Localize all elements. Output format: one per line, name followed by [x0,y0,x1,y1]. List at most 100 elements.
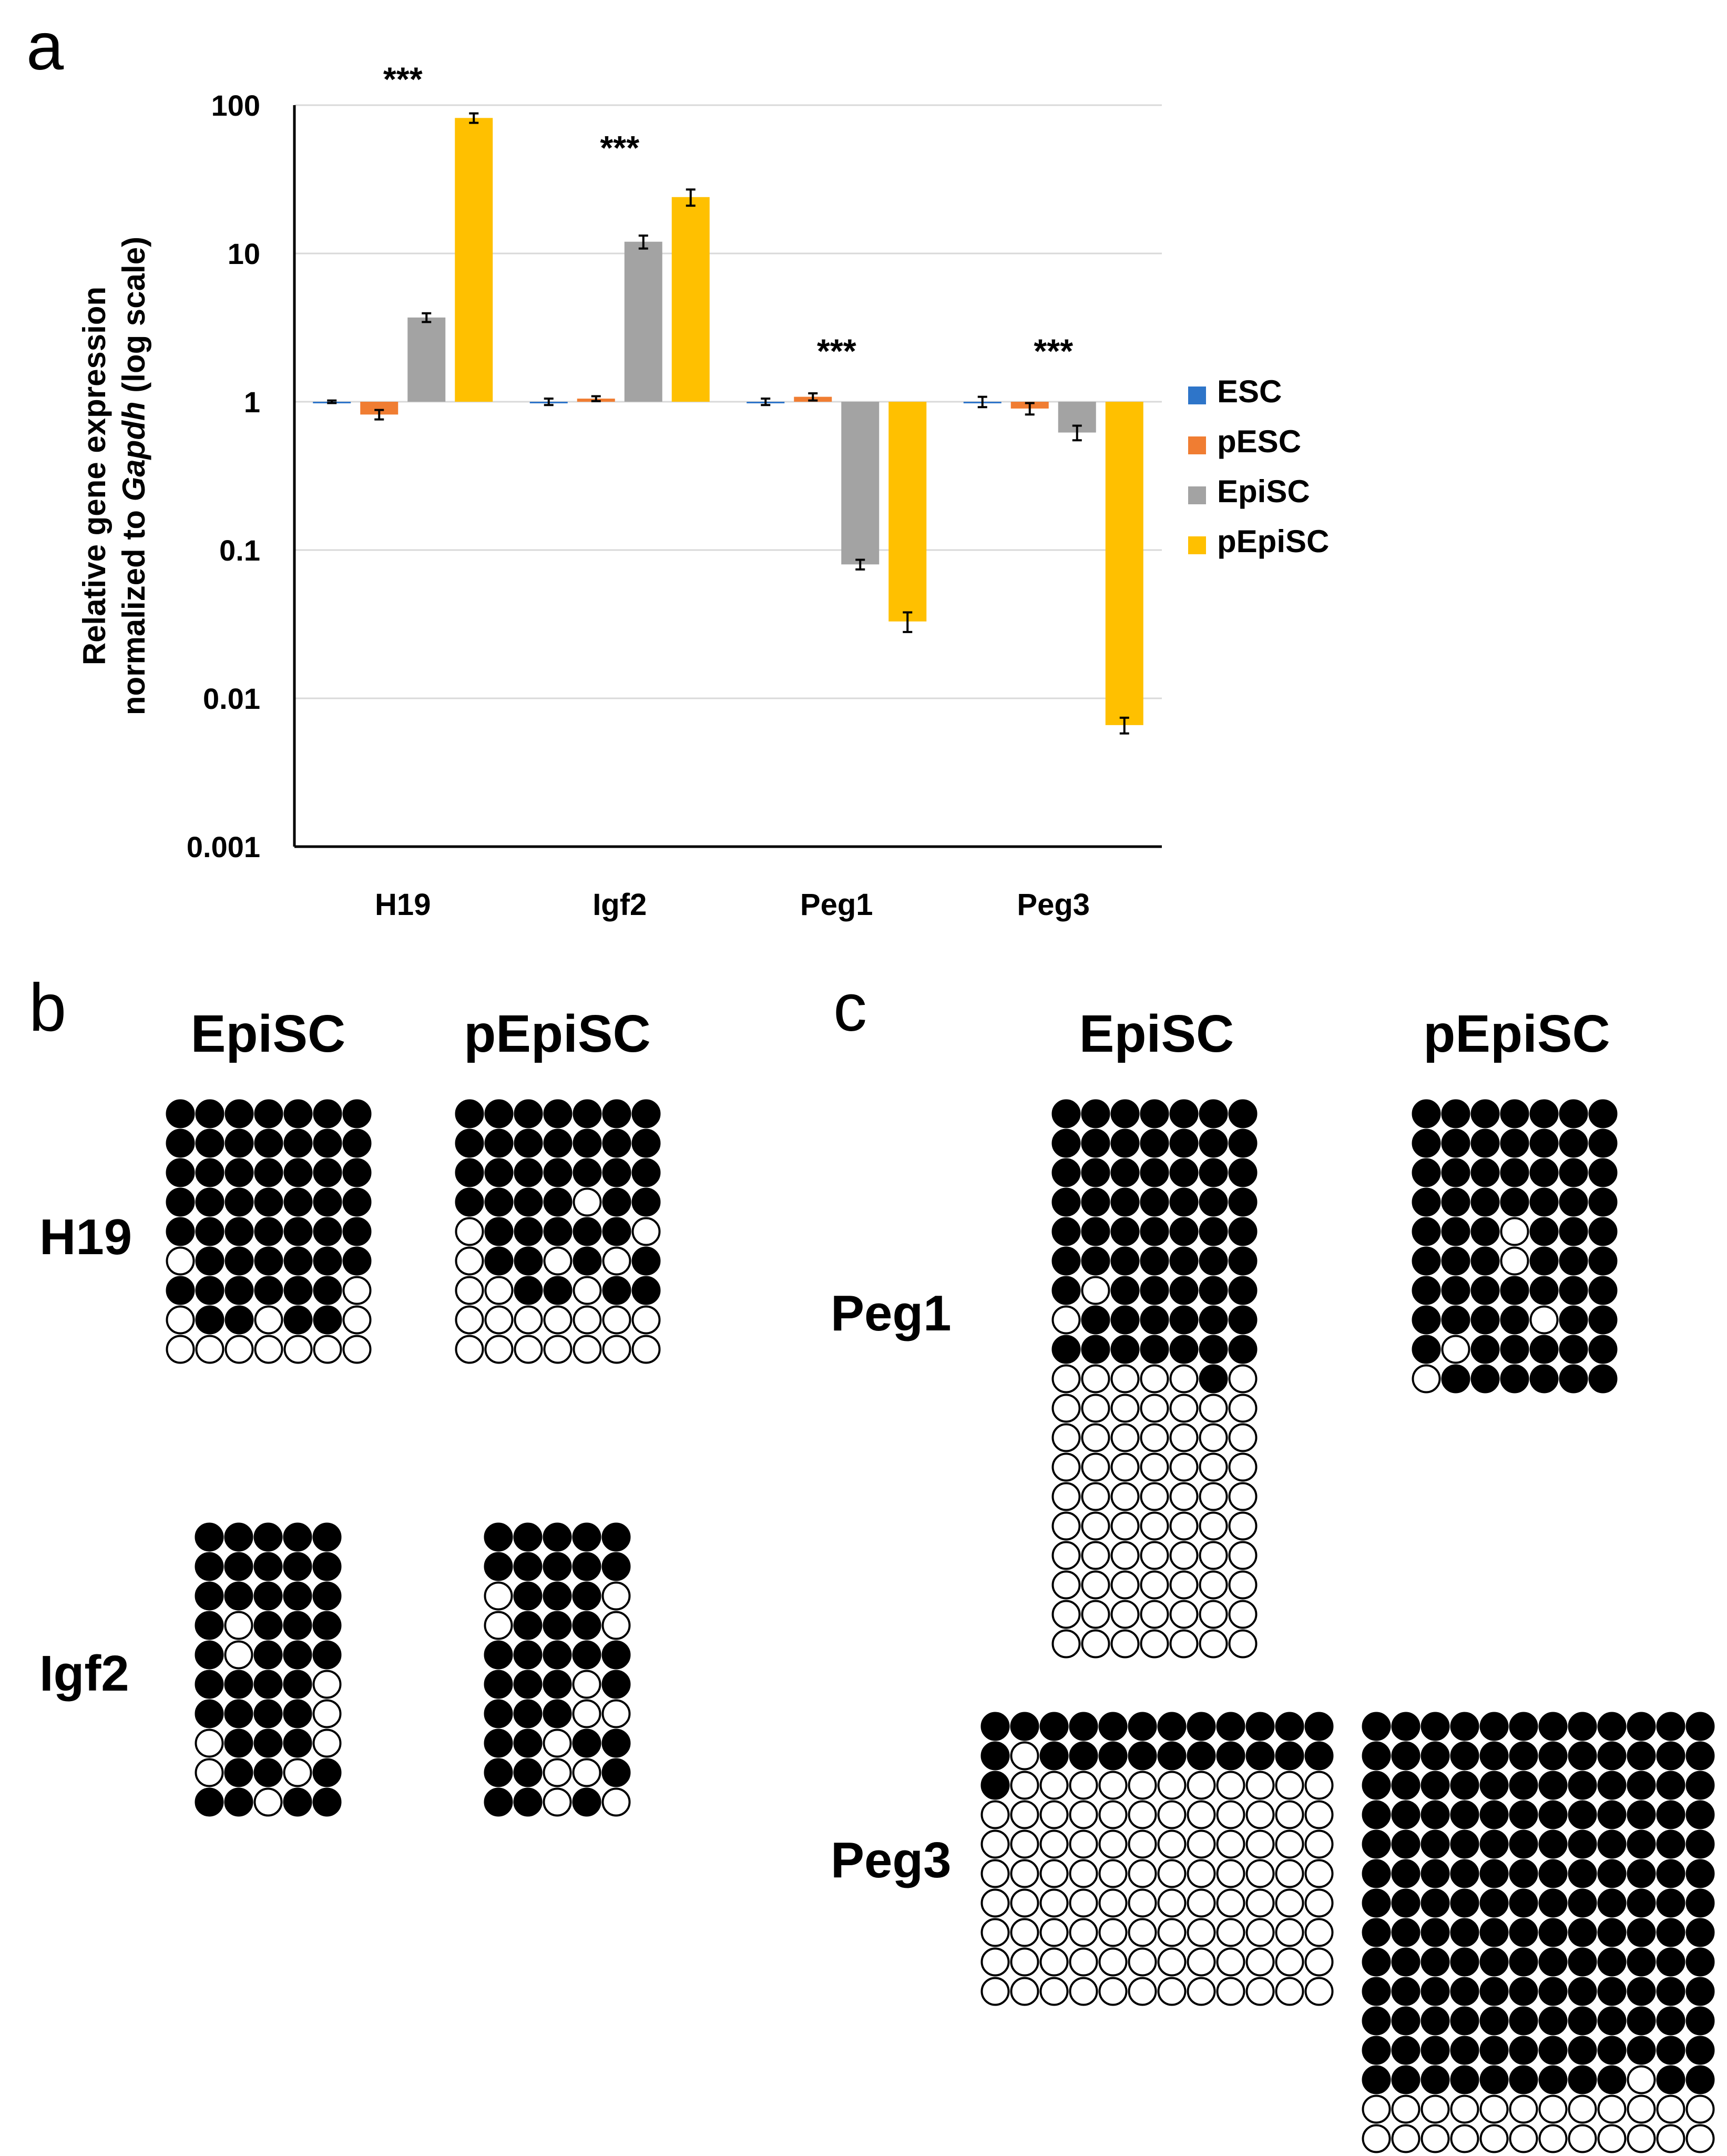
gene-label-Peg1: Peg1 [831,1285,951,1341]
unmethylated-cpg [1128,1859,1157,1888]
methylated-cpg [1627,1888,1656,1918]
unmethylated-cpg [1199,1482,1228,1511]
methylated-cpg [283,1099,313,1128]
unmethylated-cpg [573,1335,602,1364]
methylated-cpg [601,1728,631,1758]
unmethylated-cpg [1216,1829,1245,1859]
methylated-cpg [513,1699,543,1728]
methylated-cpg [1199,1335,1228,1364]
unmethylated-cpg [1656,2124,1685,2153]
legend-label-pESC: pESC [1217,424,1301,459]
unmethylated-cpg [1228,1570,1258,1600]
methylated-cpg [1228,1187,1258,1217]
unmethylated-cpg [572,1758,601,1787]
methylated-cpg [253,1670,283,1699]
methylated-cpg [224,1158,254,1187]
methylated-cpg [1685,1800,1715,1829]
unmethylated-cpg [1509,2124,1538,2153]
unmethylated-cpg [1157,1947,1187,1977]
methylated-cpg [1157,1712,1187,1741]
unmethylated-cpg [224,1611,253,1640]
methylated-cpg [1685,1918,1715,1947]
methylated-cpg [1588,1246,1618,1276]
methylated-cpg [513,1758,543,1787]
methylated-cpg [1199,1217,1228,1246]
methylated-cpg [1362,1741,1391,1771]
methylated-cpg [1421,1712,1450,1741]
unmethylated-cpg [1157,1888,1187,1918]
methylated-cpg [342,1158,372,1187]
methylated-cpg [254,1187,283,1217]
unmethylated-cpg [1479,2124,1509,2153]
methylated-cpg [1051,1099,1081,1128]
methylated-cpg [253,1552,283,1581]
methylated-cpg [1559,1158,1588,1187]
methylated-cpg [1421,2065,1450,2094]
methylated-cpg [312,1758,342,1787]
methylated-cpg [1304,1712,1334,1741]
methylated-cpg [1391,1918,1421,1947]
methylated-cpg [224,1787,253,1817]
methylated-cpg [1509,1741,1538,1771]
unmethylated-cpg [1140,1364,1169,1394]
methylated-cpg [573,1128,602,1158]
unmethylated-cpg [195,1758,224,1787]
methylated-cpg [1199,1128,1228,1158]
methylated-cpg [1391,1977,1421,2006]
methylated-cpg [455,1099,484,1128]
y-tick-labels: 100 10 1 0.1 0.01 0.001 [187,89,260,863]
unmethylated-cpg [543,1335,573,1364]
unmethylated-cpg [1685,2124,1715,2153]
methylated-cpg [1441,1364,1470,1394]
methylated-cpg [573,1158,602,1187]
unmethylated-cpg [572,1670,601,1699]
methylated-cpg [1588,1276,1618,1305]
methylated-cpg [1412,1217,1441,1246]
methylated-cpg [1216,1712,1245,1741]
methylated-cpg [1568,1977,1597,2006]
methylated-cpg [195,1128,224,1158]
unmethylated-cpg [1069,1800,1098,1829]
methylated-cpg [1110,1276,1140,1305]
methylated-cpg [1568,1712,1597,1741]
unmethylated-cpg [1450,2094,1479,2124]
methylated-cpg [312,1552,342,1581]
unmethylated-cpg [254,1305,283,1335]
methylated-cpg [1450,1800,1479,1829]
methylated-cpg [283,1128,313,1158]
methylated-cpg [1685,1947,1715,1977]
unmethylated-cpg [1304,1771,1334,1800]
methylated-cpg [1199,1246,1228,1276]
unmethylated-cpg [1010,1977,1039,2006]
methylated-cpg [1421,1800,1450,1829]
methylated-cpg [1362,1829,1391,1859]
unmethylated-cpg [1157,1977,1187,2006]
methylated-cpg [513,1552,543,1581]
unmethylated-cpg [1010,1888,1039,1918]
methylated-cpg [1597,1918,1627,1947]
methylated-cpg [1656,1829,1685,1859]
methylated-cpg [1656,1771,1685,1800]
methylated-cpg [1597,1800,1627,1829]
unmethylated-cpg [1081,1570,1110,1600]
unmethylated-cpg [1391,2124,1421,2153]
methylated-cpg [1081,1099,1110,1128]
methylated-cpg [1470,1158,1500,1187]
unmethylated-cpg [455,1305,484,1335]
methylated-cpg [572,1728,601,1758]
unmethylated-cpg [1228,1629,1258,1659]
unmethylated-cpg [1039,1829,1069,1859]
methylated-cpg [254,1158,283,1187]
methylated-cpg [1568,1800,1597,1829]
methylated-cpg [1362,1977,1391,2006]
unmethylated-cpg [1187,1829,1216,1859]
unmethylated-cpg [1568,2124,1597,2153]
methylated-cpg [543,1158,573,1187]
methylated-cpg [313,1305,342,1335]
methylated-cpg [1538,1800,1568,1829]
methylated-cpg [573,1099,602,1128]
methylated-cpg [1529,1158,1559,1187]
unmethylated-cpg [166,1246,195,1276]
methylated-cpg [1538,1741,1568,1771]
methylated-cpg [1450,1712,1479,1741]
